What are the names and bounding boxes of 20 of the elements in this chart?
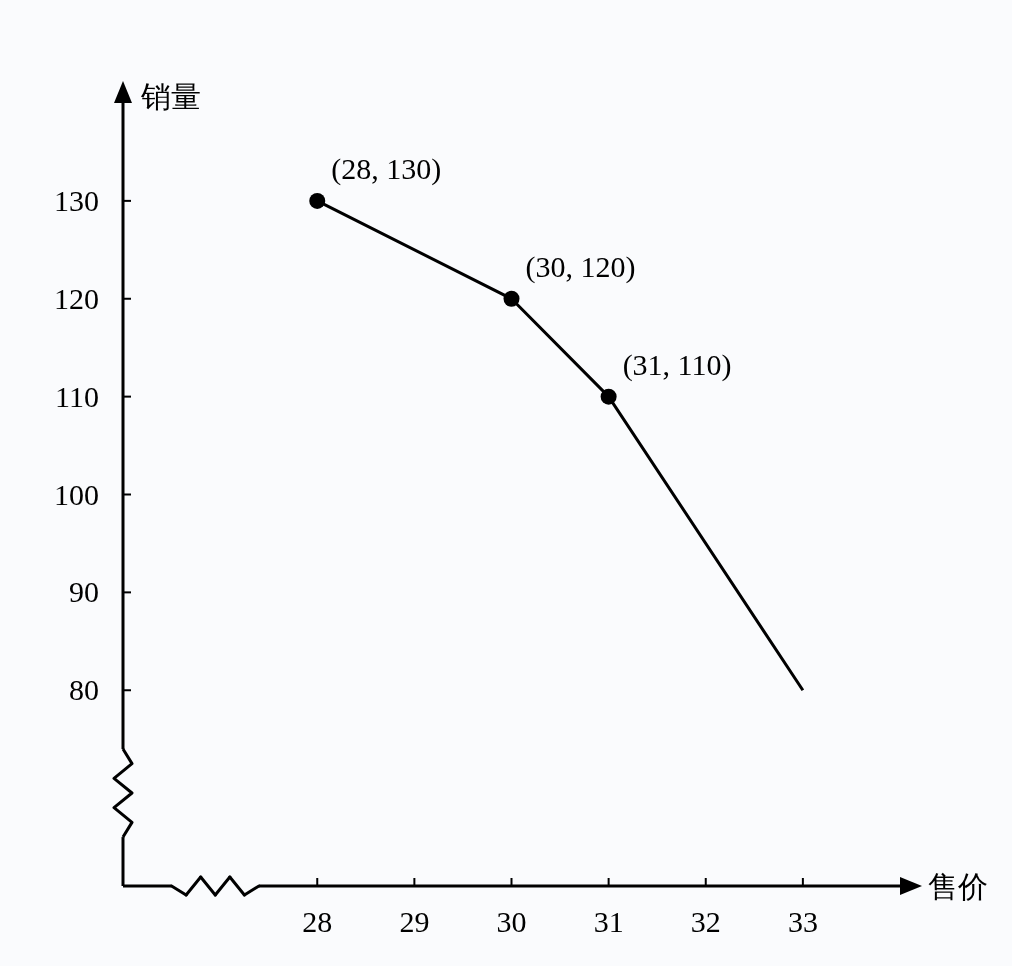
point bbox=[503, 290, 520, 307]
y-tick-label: 80 bbox=[69, 673, 99, 707]
point bbox=[309, 192, 326, 209]
y-tick-label: 100 bbox=[54, 477, 99, 511]
x-tick-label: 32 bbox=[690, 905, 721, 938]
annotation: (31, 110) bbox=[622, 347, 732, 382]
y-axis-title: 销量 bbox=[140, 79, 201, 114]
annotation: (30, 120) bbox=[525, 249, 636, 284]
y-tick-label: 90 bbox=[69, 575, 99, 609]
y-tick-label: 130 bbox=[54, 183, 99, 217]
y-tick-label: 120 bbox=[54, 281, 99, 315]
annotation: (28, 130) bbox=[331, 151, 442, 186]
y-tick-label: 110 bbox=[55, 379, 99, 413]
x-tick-label: 31 bbox=[593, 905, 624, 938]
x-tick-label: 28 bbox=[302, 905, 333, 938]
x-axis-title: 售价 bbox=[928, 869, 988, 904]
x-tick-label: 33 bbox=[787, 905, 818, 938]
x-tick-label: 29 bbox=[399, 905, 430, 938]
x-tick-label: 30 bbox=[496, 905, 527, 938]
point bbox=[600, 388, 617, 405]
